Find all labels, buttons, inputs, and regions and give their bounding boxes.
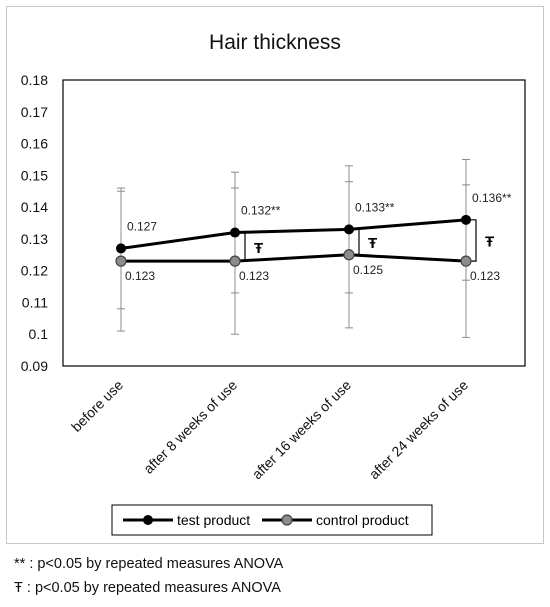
legend-marker-control — [281, 514, 293, 526]
plot-area — [62, 79, 526, 367]
x-tick-label: after 24 weeks of use — [366, 377, 472, 483]
y-tick-label: 0.17 — [21, 104, 48, 120]
error-bars — [117, 158, 470, 338]
data-point-control-product — [229, 255, 241, 267]
footnote-anova-asterisks: ** : p<0.05 by repeated measures ANOVA — [14, 556, 284, 572]
data-label-control-product: 0.123 — [470, 269, 500, 283]
y-tick-label: 0.18 — [21, 72, 48, 88]
y-tick-label: 0.14 — [21, 199, 48, 215]
x-tick-label: before use — [68, 377, 126, 435]
data-label-control-product: 0.125 — [353, 263, 383, 277]
data-point-test-product — [461, 214, 471, 225]
y-tick-label: 0.09 — [21, 358, 48, 374]
significance-bracket — [237, 231, 246, 262]
y-tick-label: 0.13 — [21, 231, 48, 247]
data-label-test-product: 0.136** — [472, 191, 512, 205]
chart-frame — [6, 6, 544, 544]
legend-label-control: control product — [316, 512, 409, 528]
x-tick-label: after 8 weeks of use — [140, 377, 240, 477]
legend: test product control product — [111, 504, 433, 536]
series-markers — [115, 214, 472, 267]
data-point-control-product — [460, 255, 472, 267]
y-tick-label: 0.12 — [21, 263, 48, 279]
significance-bracket — [351, 228, 360, 256]
x-tick-label: after 16 weeks of use — [249, 377, 355, 483]
data-label-test-product: 0.132** — [241, 204, 281, 218]
data-label-test-product: 0.133** — [355, 200, 395, 214]
data-point-test-product — [116, 243, 126, 254]
data-label-control-product: 0.123 — [125, 269, 155, 283]
data-point-control-product — [343, 249, 355, 261]
significance-marker: Ŧ — [254, 240, 263, 257]
chart-title: Hair thickness — [209, 31, 341, 54]
series-line-control-product — [121, 253, 467, 263]
y-tick-label: 0.16 — [21, 136, 48, 152]
significance-bracket — [468, 219, 477, 262]
y-tick-label: 0.15 — [21, 167, 48, 183]
x-axis-tick-labels: before use after 8 weeks of use after 16 w… — [68, 377, 471, 483]
data-label-control-product: 0.123 — [239, 269, 269, 283]
footnotes: ** : p<0.05 by repeated measures ANOVA Ŧ… — [14, 552, 283, 600]
data-point-test-product — [230, 227, 240, 238]
data-label-test-product: 0.127 — [127, 219, 157, 233]
footnote-anova-dagger: Ŧ : p<0.05 by repeated measures ANOVA — [14, 580, 281, 596]
series-line-test-product — [120, 218, 467, 250]
data-labels: 0.127 0.132** 0.133** 0.136** 0.123 0.123 0.12… — [125, 191, 512, 283]
y-tick-label: 0.1 — [29, 326, 49, 342]
legend-label-test: test product — [177, 512, 250, 528]
y-axis-tick-labels: 0.09 0.1 0.11 0.12 0.13 0.14 0.15 0.16 0.17 0.18 — [21, 72, 48, 374]
significance-marker: Ŧ — [368, 235, 377, 252]
legend-marker-test — [143, 515, 153, 525]
data-point-test-product — [344, 224, 354, 235]
data-point-control-product — [115, 255, 127, 267]
y-tick-label: 0.11 — [22, 294, 48, 310]
significance-marker: Ŧ — [485, 233, 494, 250]
series-lines — [120, 218, 467, 263]
